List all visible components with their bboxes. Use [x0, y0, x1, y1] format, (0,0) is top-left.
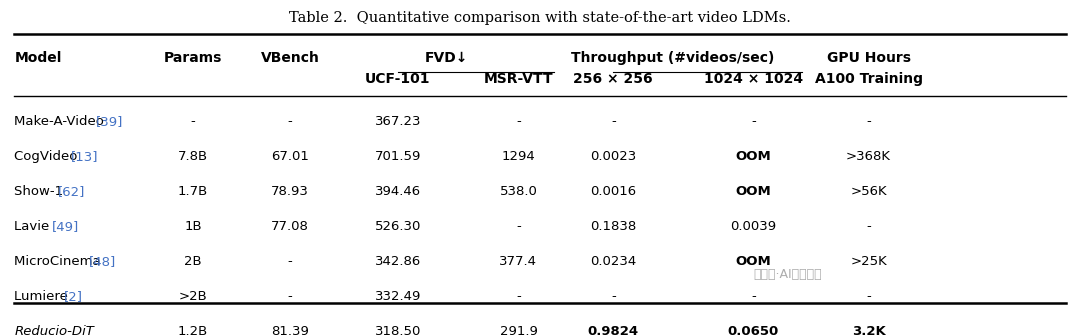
- Text: 0.0016: 0.0016: [590, 185, 636, 198]
- Text: 332.49: 332.49: [375, 290, 421, 303]
- Text: 1024 × 1024: 1024 × 1024: [704, 72, 802, 86]
- Text: 318.50: 318.50: [375, 325, 421, 336]
- Text: -: -: [866, 290, 870, 303]
- Text: Table 2.  Quantitative comparison with state-of-the-art video LDMs.: Table 2. Quantitative comparison with st…: [289, 11, 791, 25]
- Text: Model: Model: [14, 51, 62, 65]
- Text: A100 Training: A100 Training: [814, 72, 922, 86]
- Text: FVD↓: FVD↓: [424, 51, 468, 65]
- Text: -: -: [611, 116, 616, 128]
- Text: -: -: [516, 116, 521, 128]
- Text: 0.1838: 0.1838: [590, 220, 636, 233]
- Text: 1294: 1294: [501, 151, 536, 163]
- Text: OOM: OOM: [735, 151, 771, 163]
- Text: -: -: [866, 220, 870, 233]
- Text: UCF-101: UCF-101: [365, 72, 431, 86]
- Text: 342.86: 342.86: [375, 255, 421, 268]
- Text: Reducio-DiT: Reducio-DiT: [14, 325, 94, 336]
- Text: -: -: [611, 290, 616, 303]
- Text: [48]: [48]: [90, 255, 117, 268]
- Text: 1B: 1B: [185, 220, 202, 233]
- Text: 0.0039: 0.0039: [730, 220, 777, 233]
- Text: GPU Hours: GPU Hours: [826, 51, 910, 65]
- Text: >25K: >25K: [850, 255, 887, 268]
- Text: [49]: [49]: [52, 220, 79, 233]
- Text: -: -: [516, 290, 521, 303]
- Text: Lumiere: Lumiere: [14, 290, 72, 303]
- Text: [2]: [2]: [65, 290, 83, 303]
- Text: 526.30: 526.30: [375, 220, 421, 233]
- Text: 367.23: 367.23: [375, 116, 421, 128]
- Text: Make-A-Video: Make-A-Video: [14, 116, 108, 128]
- Text: Show-1: Show-1: [14, 185, 68, 198]
- Text: 701.59: 701.59: [375, 151, 421, 163]
- Text: 1.7B: 1.7B: [178, 185, 208, 198]
- Text: Throughput (#videos/sec): Throughput (#videos/sec): [571, 51, 774, 65]
- Text: -: -: [751, 116, 756, 128]
- Text: 81.39: 81.39: [271, 325, 309, 336]
- Text: 2B: 2B: [185, 255, 202, 268]
- Text: MSR-VTT: MSR-VTT: [484, 72, 553, 86]
- Text: 3.2K: 3.2K: [852, 325, 886, 336]
- Text: 0.0650: 0.0650: [728, 325, 779, 336]
- Text: 291.9: 291.9: [500, 325, 538, 336]
- Text: Lavie: Lavie: [14, 220, 54, 233]
- Text: 公众号·AI生成未来: 公众号·AI生成未来: [754, 268, 822, 282]
- Text: -: -: [287, 255, 293, 268]
- Text: VBench: VBench: [260, 51, 320, 65]
- Text: 0.0023: 0.0023: [590, 151, 636, 163]
- Text: >56K: >56K: [850, 185, 887, 198]
- Text: MicroCinema: MicroCinema: [14, 255, 105, 268]
- Text: 256 × 256: 256 × 256: [573, 72, 653, 86]
- Text: [39]: [39]: [95, 116, 123, 128]
- Text: OOM: OOM: [735, 255, 771, 268]
- Text: 7.8B: 7.8B: [178, 151, 208, 163]
- Text: -: -: [287, 116, 293, 128]
- Text: -: -: [751, 290, 756, 303]
- Text: [62]: [62]: [58, 185, 85, 198]
- Text: 0.0234: 0.0234: [590, 255, 636, 268]
- Text: OOM: OOM: [735, 185, 771, 198]
- Text: 1.2B: 1.2B: [178, 325, 208, 336]
- Text: -: -: [866, 116, 870, 128]
- Text: 77.08: 77.08: [271, 220, 309, 233]
- Text: [13]: [13]: [70, 151, 98, 163]
- Text: >2B: >2B: [179, 290, 207, 303]
- Text: 78.93: 78.93: [271, 185, 309, 198]
- Text: -: -: [516, 220, 521, 233]
- Text: -: -: [287, 290, 293, 303]
- Text: >368K: >368K: [846, 151, 891, 163]
- Text: CogVideo: CogVideo: [14, 151, 82, 163]
- Text: 377.4: 377.4: [499, 255, 538, 268]
- Text: 0.9824: 0.9824: [588, 325, 638, 336]
- Text: 394.46: 394.46: [375, 185, 421, 198]
- Text: 538.0: 538.0: [500, 185, 538, 198]
- Text: Params: Params: [164, 51, 222, 65]
- Text: -: -: [191, 116, 195, 128]
- Text: 67.01: 67.01: [271, 151, 309, 163]
